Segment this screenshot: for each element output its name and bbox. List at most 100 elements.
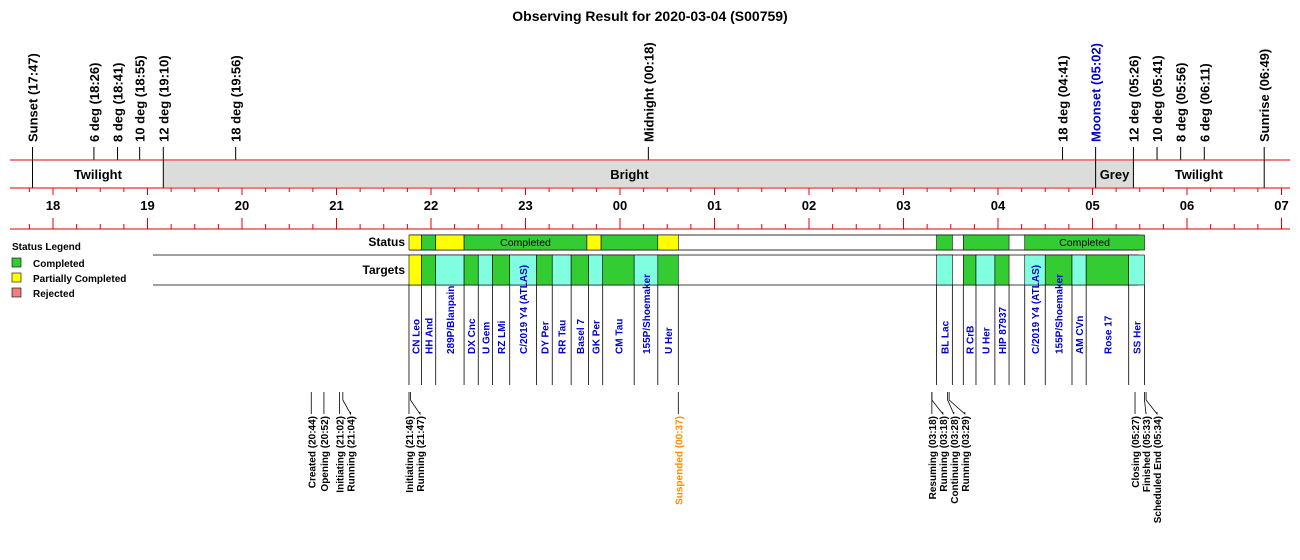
sky-band-label: Grey: [1100, 167, 1130, 182]
hour-tick-label: 18: [46, 198, 60, 213]
event-label: Scheduled End (05:34): [1153, 416, 1164, 523]
target-name-link: U Her: [981, 327, 992, 354]
target-block: [994, 254, 1010, 286]
time-marker-label: 10 deg (05:41): [1150, 55, 1165, 142]
time-marker-label: 8 deg (18:41): [111, 63, 126, 142]
sky-bands: Twilight Bright Grey Twilight: [10, 159, 1290, 189]
legend-label: Completed: [33, 259, 85, 270]
sky-band: [1133, 161, 1265, 187]
status-segment: [963, 234, 1010, 251]
target-name-link: 155P/Shoemaker: [642, 274, 653, 354]
legend-swatch: [11, 272, 22, 283]
legend-swatch: [11, 257, 22, 268]
target-block: [477, 254, 493, 286]
event-label: Resuming (03:18): [928, 416, 939, 499]
target-name-link: BL Lac: [940, 320, 951, 354]
legend-label: Rejected: [33, 289, 75, 300]
event-labels: Created (20:44) Opening (20:52) Initiating…: [307, 392, 1164, 523]
sky-band: [1095, 161, 1134, 187]
target-name-link: RZ LMi: [497, 320, 508, 354]
target-block: [975, 254, 996, 286]
event-label: Closing (05:27): [1131, 416, 1142, 488]
event-label: Running (03:29): [961, 416, 972, 492]
target-name-link: CM Tau: [614, 319, 625, 354]
time-marker-label: 8 deg (05:56): [1174, 63, 1189, 142]
time-marker-label: Sunset (17:47): [25, 53, 40, 142]
target-name-link: Basel 7: [576, 319, 587, 354]
target-labels: CN Leo HH And 289P/Blanpain DX Cnc U Gem RZ L…: [408, 265, 1145, 385]
target-name-link: CN Leo: [411, 319, 422, 354]
hour-tick-label: 03: [896, 198, 910, 213]
target-name-link: Rose 17: [1103, 315, 1114, 354]
status-segment: [408, 234, 422, 251]
event-connector: [410, 392, 421, 416]
event-label: Running (21:47): [416, 416, 427, 492]
time-marker-label: Sunrise (06:49): [1257, 49, 1272, 142]
target-name-link: HH And: [425, 318, 436, 354]
target-block: [963, 254, 977, 286]
hour-tick-label: 00: [613, 198, 627, 213]
status-row-label: Status: [368, 235, 405, 249]
target-name-link: U Her: [664, 327, 675, 354]
target-block: [463, 254, 479, 286]
status-legend: Status Legend Completed Partially Complete…: [11, 242, 126, 300]
target-block: [1085, 254, 1129, 286]
event-label: Finished (05:33): [1142, 416, 1153, 492]
event-connector: [931, 392, 944, 416]
hour-tick-label: 20: [235, 198, 249, 213]
time-marker-label: 18 deg (04:41): [1056, 55, 1071, 142]
target-name-link: GK Per: [592, 320, 603, 354]
target-name-link: SS Her: [1133, 321, 1144, 354]
target-block: [551, 254, 572, 286]
target-block: [536, 254, 553, 286]
chart-title: Observing Result for 2020-03-04 (S00759): [512, 8, 787, 24]
target-name-link: 155P/Shoemaker: [1055, 274, 1066, 354]
event-label: Suspended (00:37): [674, 416, 685, 505]
status-segment: [421, 234, 437, 251]
target-block: [421, 254, 437, 286]
time-marker-label: 18 deg (19:56): [229, 55, 244, 142]
target-name-link: HIP 87937: [998, 306, 1009, 354]
target-name-link: RR Tau: [558, 320, 569, 354]
target-block: [492, 254, 511, 286]
hour-tick-label: 19: [140, 198, 154, 213]
time-marker-label: 12 deg (05:26): [1126, 55, 1141, 142]
hour-tick-label: 07: [1274, 198, 1288, 213]
event-label: Initiating (21:02): [336, 416, 347, 493]
target-name-link: DY Per: [540, 321, 551, 354]
event-connector: [1144, 392, 1147, 415]
target-block: [657, 254, 679, 286]
target-name-link: DX Cnc: [467, 318, 478, 354]
hour-tick-label: 01: [707, 198, 721, 213]
target-name-link: C/2019 Y4 (ATLAS): [519, 265, 530, 354]
hour-tick-label: 21: [329, 198, 343, 213]
target-block: [509, 254, 537, 286]
status-segment: [936, 234, 953, 251]
target-block: [570, 254, 589, 286]
event-label: Running (21:04): [347, 416, 358, 492]
time-marker-label: Midnight (00:18): [641, 42, 656, 142]
event-connector: [342, 392, 352, 416]
target-block: [602, 254, 635, 286]
target-block: [936, 254, 953, 286]
status-segment: [435, 234, 465, 251]
target-block: [435, 254, 465, 286]
sky-band: [32, 161, 164, 187]
hour-tick-label: 02: [802, 198, 816, 213]
event-label: Created (20:44): [307, 416, 318, 488]
sky-band-label: Bright: [610, 167, 649, 182]
time-marker-label: 6 deg (06:11): [1197, 63, 1212, 142]
status-segment: [1024, 234, 1145, 251]
legend-swatch: [11, 287, 22, 298]
target-name-link: R CrB: [966, 326, 977, 354]
target-name-link: 289P/Blanpain: [446, 286, 457, 354]
target-name-link: AM CVn: [1075, 316, 1086, 354]
event-label: Initiating (21:46): [405, 416, 416, 493]
target-block: [588, 254, 604, 286]
legend-label: Partially Completed: [33, 274, 126, 285]
legend-title: Status Legend: [12, 242, 81, 253]
event-label: Continuing (03:28): [950, 416, 961, 504]
time-marker-label: 10 deg (18:55): [133, 55, 148, 142]
target-block: [1044, 254, 1073, 286]
